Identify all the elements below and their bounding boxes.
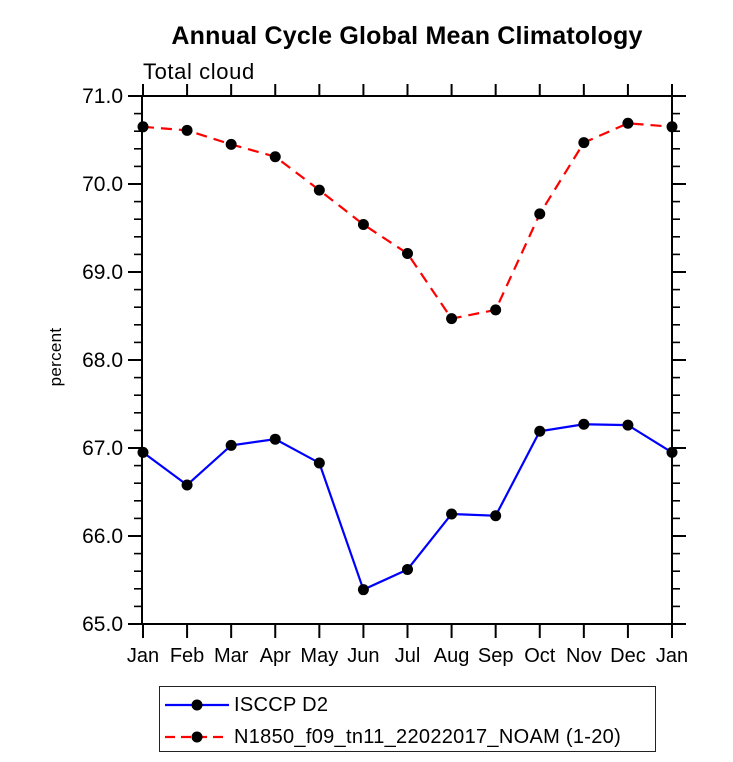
- y-tick-label: 68.0: [82, 349, 123, 372]
- data-point: [181, 479, 193, 491]
- data-point: [666, 446, 678, 458]
- y-tick-label: 67.0: [82, 437, 123, 460]
- x-tick-label: Jun: [347, 645, 379, 667]
- legend: ISCCP D2 N1850_f09_tn11_22022017_NOAM (1…: [159, 686, 656, 752]
- data-point: [269, 151, 281, 163]
- data-point: [357, 584, 369, 596]
- chart-subtitle: Total cloud: [143, 59, 255, 84]
- data-point: [446, 313, 458, 325]
- x-tick-label: Nov: [566, 645, 602, 667]
- x-tick-label: Jul: [395, 645, 421, 667]
- legend-label-1: N1850_f09_tn11_22022017_NOAM (1-20): [234, 725, 622, 748]
- legend-sample-1: [165, 731, 229, 743]
- data-point: [578, 137, 590, 149]
- series-line-1: [142, 122, 673, 320]
- x-tick-label: Apr: [260, 645, 291, 667]
- legend-sample-0: [165, 699, 229, 711]
- data-point: [490, 510, 502, 522]
- chart-title: Annual Cycle Global Mean Climatology: [171, 22, 643, 50]
- y-tick-label: 69.0: [82, 261, 123, 284]
- data-point: [137, 446, 149, 458]
- x-tick-label: Dec: [610, 645, 646, 667]
- data-point: [269, 433, 281, 445]
- data-point: [225, 439, 237, 451]
- legend-marker-0: [191, 699, 203, 711]
- y-tick-label: 66.0: [82, 525, 123, 548]
- x-tick-label: Feb: [170, 645, 204, 667]
- x-tick-label: Jan: [127, 645, 159, 667]
- data-point: [313, 184, 325, 196]
- data-point: [578, 418, 590, 430]
- data-point: [490, 304, 502, 316]
- data-point: [534, 425, 546, 437]
- x-tick-label: Jan: [656, 645, 688, 667]
- y-tick-label: 71.0: [82, 85, 123, 108]
- data-point: [446, 508, 458, 520]
- legend-marker-1: [191, 731, 203, 743]
- data-point: [225, 138, 237, 150]
- x-tick-label: Aug: [434, 645, 470, 667]
- data-point: [313, 457, 325, 469]
- y-tick-label: 70.0: [82, 173, 123, 196]
- x-tick-label: Oct: [524, 645, 556, 667]
- data-point: [181, 124, 193, 136]
- data-point: [402, 563, 413, 575]
- legend-item-model: N1850_f09_tn11_22022017_NOAM (1-20): [162, 725, 621, 749]
- x-tick-label: Sep: [478, 645, 514, 667]
- data-point: [622, 419, 634, 431]
- data-point: [622, 117, 634, 129]
- data-point: [666, 121, 678, 133]
- data-point: [357, 218, 369, 230]
- y-tick-label: 65.0: [82, 613, 123, 636]
- data-point: [137, 121, 149, 133]
- x-tick-label: Mar: [214, 645, 249, 667]
- data-point: [534, 208, 546, 220]
- x-tick-label: May: [300, 645, 338, 667]
- legend-item-isccp: ISCCP D2: [162, 693, 328, 717]
- legend-label-0: ISCCP D2: [234, 693, 329, 716]
- data-point: [402, 248, 413, 260]
